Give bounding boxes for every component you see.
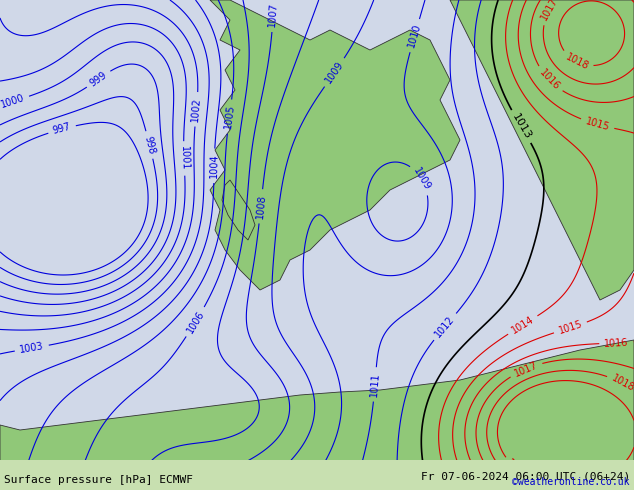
Text: 999: 999 xyxy=(88,70,109,88)
Text: 1018: 1018 xyxy=(610,373,634,394)
Text: 997: 997 xyxy=(52,122,72,136)
Text: 1019: 1019 xyxy=(505,458,531,481)
Text: 998: 998 xyxy=(143,135,157,155)
Text: 1018: 1018 xyxy=(564,52,590,72)
Text: 1003: 1003 xyxy=(19,341,44,355)
Text: 1009: 1009 xyxy=(323,59,346,85)
Text: 1001: 1001 xyxy=(179,146,190,171)
Text: 1013: 1013 xyxy=(510,112,533,141)
Text: 1015: 1015 xyxy=(557,319,584,336)
Text: 1007: 1007 xyxy=(268,2,280,27)
Text: 1006: 1006 xyxy=(184,309,206,335)
Text: 1010: 1010 xyxy=(406,23,423,49)
Text: 1016: 1016 xyxy=(604,337,629,348)
Text: 1017: 1017 xyxy=(540,0,560,22)
Text: 1000: 1000 xyxy=(0,93,26,110)
Text: 1011: 1011 xyxy=(369,372,381,397)
Text: 1008: 1008 xyxy=(255,194,267,219)
Bar xyxy=(0,460,634,490)
Text: 1014: 1014 xyxy=(510,314,536,336)
Text: Fr 07-06-2024 06:00 UTC (06+24): Fr 07-06-2024 06:00 UTC (06+24) xyxy=(421,471,630,481)
Text: 1004: 1004 xyxy=(209,153,219,178)
Text: Surface pressure [hPa] ECMWF: Surface pressure [hPa] ECMWF xyxy=(4,475,193,485)
Text: 1017: 1017 xyxy=(513,360,540,378)
Text: 1016: 1016 xyxy=(537,68,561,92)
Text: 1009: 1009 xyxy=(411,166,432,193)
Text: ©weatheronline.co.uk: ©weatheronline.co.uk xyxy=(512,477,630,487)
Text: 1005: 1005 xyxy=(223,104,236,129)
Text: 1015: 1015 xyxy=(585,116,611,132)
Polygon shape xyxy=(222,180,255,240)
Text: 1002: 1002 xyxy=(190,97,202,122)
Text: 1012: 1012 xyxy=(433,314,456,339)
